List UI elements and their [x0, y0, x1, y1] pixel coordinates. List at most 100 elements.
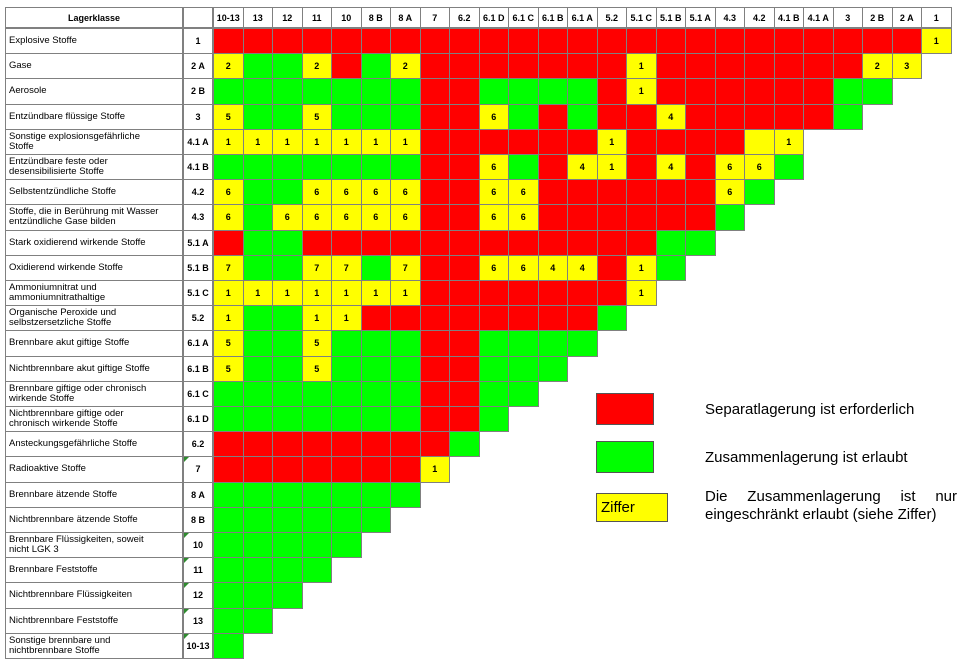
matrix-cell: 1 — [626, 78, 657, 105]
matrix-cell: 1 — [626, 280, 657, 307]
matrix-cell — [272, 355, 303, 382]
matrix-cell — [508, 305, 539, 332]
matrix-cell — [272, 380, 303, 407]
row-code: 2 A — [183, 53, 213, 80]
matrix-cell — [537, 53, 568, 80]
matrix-cell — [714, 78, 745, 105]
matrix-cell — [685, 229, 716, 256]
matrix-cell — [301, 154, 332, 181]
matrix-cell — [242, 355, 273, 382]
matrix-cell — [419, 380, 450, 407]
matrix-cell — [242, 305, 273, 332]
matrix-cell: 5 — [301, 330, 332, 357]
matrix-cell — [242, 481, 273, 508]
matrix-cell: 6 — [213, 204, 244, 231]
cell-marker — [184, 633, 189, 639]
matrix-cell: 1 — [596, 154, 627, 181]
column-header: 4.1 A — [803, 7, 834, 28]
matrix-cell — [596, 305, 627, 332]
matrix-cell — [419, 330, 450, 357]
matrix-cell — [744, 28, 775, 55]
column-header: 4.2 — [744, 7, 775, 28]
matrix-cell — [685, 103, 716, 130]
row-code: 6.1 C — [183, 380, 213, 407]
matrix-cell — [537, 355, 568, 382]
matrix-cell — [419, 431, 450, 458]
column-header: 2 B — [862, 7, 893, 28]
matrix-cell — [478, 305, 509, 332]
matrix-cell — [567, 280, 598, 307]
matrix-cell: 4 — [567, 254, 598, 281]
matrix-cell: 6 — [478, 154, 509, 181]
matrix-cell: 6 — [360, 179, 391, 206]
matrix-cell — [360, 456, 391, 483]
matrix-cell — [478, 53, 509, 80]
matrix-cell: 6 — [478, 254, 509, 281]
row-label: Entzündbare feste oder desensibilisierte… — [5, 154, 183, 181]
matrix-cell — [213, 532, 244, 559]
matrix-cell: 1 — [242, 128, 273, 155]
row-label: Ansteckungsgefährliche Stoffe — [5, 431, 183, 458]
matrix-cell — [419, 406, 450, 433]
matrix-cell — [832, 78, 863, 105]
matrix-cell — [449, 330, 480, 357]
matrix-cell — [655, 128, 686, 155]
matrix-cell — [213, 582, 244, 609]
matrix-cell — [773, 78, 804, 105]
matrix-cell — [449, 229, 480, 256]
matrix-cell — [567, 28, 598, 55]
row-code: 8 B — [183, 506, 213, 533]
row-code: 5.1 B — [183, 254, 213, 281]
matrix-cell: 4 — [655, 103, 686, 130]
matrix-cell — [685, 154, 716, 181]
matrix-cell: 6 — [390, 179, 421, 206]
column-header: 5.1 B — [655, 7, 686, 28]
matrix-cell: 2 — [213, 53, 244, 80]
matrix-cell — [360, 154, 391, 181]
matrix-cell — [449, 305, 480, 332]
matrix-cell — [301, 28, 332, 55]
matrix-cell — [449, 154, 480, 181]
column-header: 7 — [419, 7, 450, 28]
matrix-cell — [331, 380, 362, 407]
matrix-cell — [832, 28, 863, 55]
matrix-cell — [744, 128, 775, 155]
matrix-cell — [655, 28, 686, 55]
matrix-cell — [567, 179, 598, 206]
matrix-cell: 6 — [390, 204, 421, 231]
matrix-cell — [272, 557, 303, 584]
row-label: Brennbare ätzende Stoffe — [5, 481, 183, 508]
matrix-cell — [508, 355, 539, 382]
matrix-cell — [508, 128, 539, 155]
row-label: Brennbare akut giftige Stoffe — [5, 330, 183, 357]
matrix-cell — [301, 406, 332, 433]
matrix-cell: 1 — [272, 128, 303, 155]
row-label: Nichtbrennbare ätzende Stoffe — [5, 506, 183, 533]
row-code: 11 — [183, 557, 213, 584]
cell-marker — [184, 558, 189, 564]
row-code: 3 — [183, 103, 213, 130]
matrix-cell — [508, 154, 539, 181]
row-label: Explosive Stoffe — [5, 28, 183, 55]
matrix-cell — [626, 229, 657, 256]
matrix-cell: 6 — [714, 154, 745, 181]
matrix-cell: 3 — [891, 53, 922, 80]
matrix-cell — [537, 330, 568, 357]
row-code: 5.2 — [183, 305, 213, 332]
matrix-cell — [449, 28, 480, 55]
matrix-cell — [419, 103, 450, 130]
matrix-cell — [301, 481, 332, 508]
column-header: 4.1 B — [773, 7, 804, 28]
column-header: 5.2 — [596, 7, 627, 28]
column-header: 11 — [301, 7, 332, 28]
matrix-cell — [331, 506, 362, 533]
matrix-cell — [390, 406, 421, 433]
matrix-cell: 1 — [213, 305, 244, 332]
matrix-cell — [360, 330, 391, 357]
matrix-cell — [478, 280, 509, 307]
matrix-cell — [449, 53, 480, 80]
matrix-cell — [360, 506, 391, 533]
matrix-cell: 1 — [360, 280, 391, 307]
matrix-cell — [773, 103, 804, 130]
matrix-cell — [242, 53, 273, 80]
